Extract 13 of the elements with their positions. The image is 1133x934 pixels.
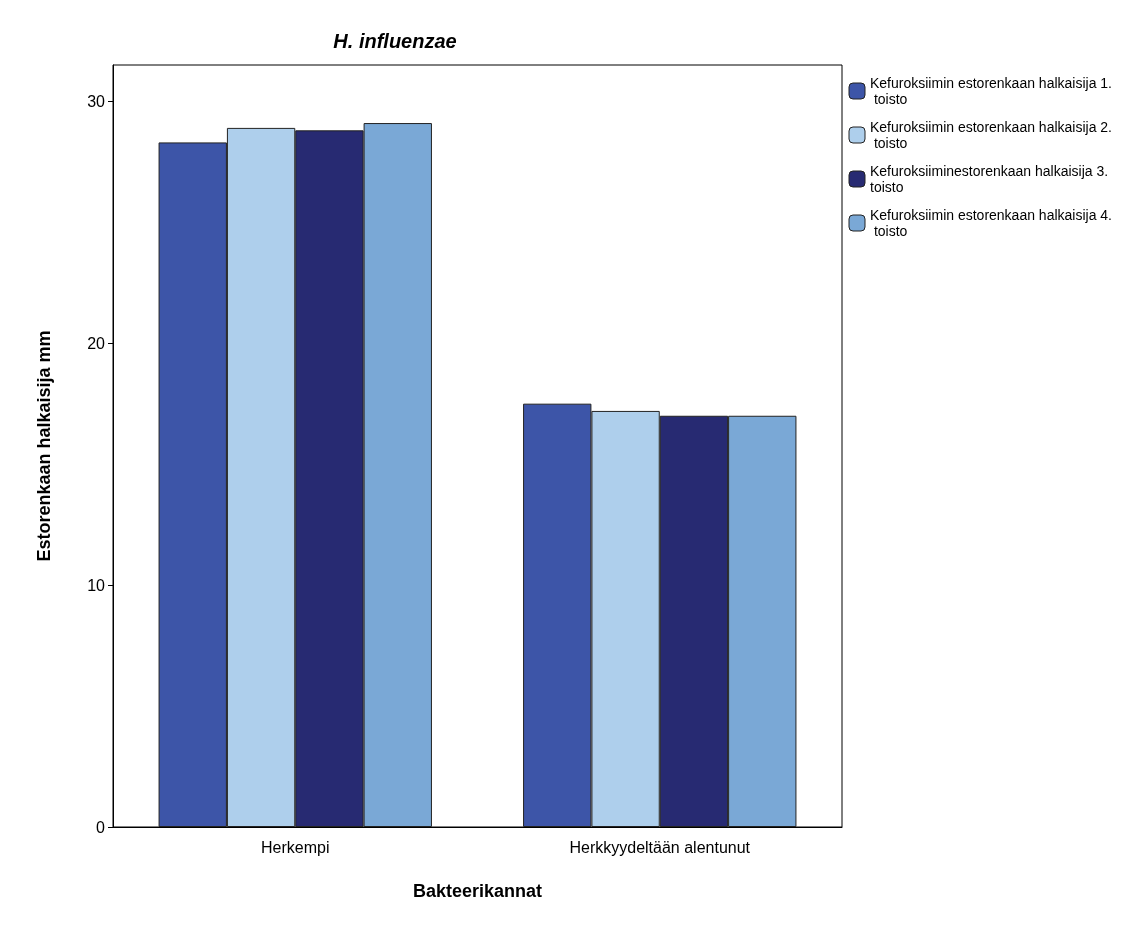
y-axis-title: Estorenkaan halkaisija mm — [34, 330, 54, 562]
y-tick-label: 0 — [96, 818, 106, 836]
y-tick-label: 30 — [87, 92, 106, 110]
y-tick-label: 20 — [87, 334, 106, 352]
legend-label: Kefuroksiimin estorenkaan halkaisija 2. toisto — [870, 119, 1113, 151]
legend-label: Kefuroksiimin estorenkaan halkaisija 1. toisto — [870, 75, 1113, 107]
legend-label: Kefuroksiiminestorenkaan halkaisija 3. toisto — [870, 163, 1113, 195]
legend-label: Kefuroksiimin estorenkaan halkaisija 4. toisto — [870, 207, 1113, 239]
x-axis-title: Bakteerikannat — [412, 881, 543, 901]
chart-title: H. influenzae — [333, 30, 457, 52]
y-tick-label: 10 — [87, 576, 106, 594]
x-tick-label: Herkempi — [261, 838, 330, 856]
x-tick-label: Herkkyydeltään alentunut — [569, 838, 751, 856]
